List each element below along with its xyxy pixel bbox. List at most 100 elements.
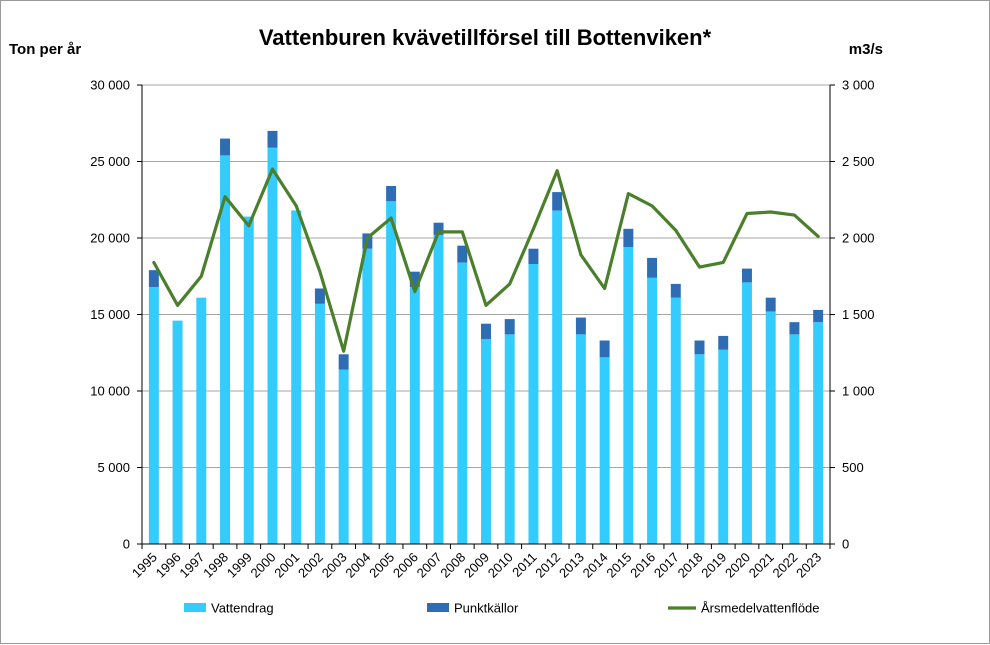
bar-vattendrag-2006 <box>410 287 420 544</box>
x-tick-label: 2017 <box>651 550 682 581</box>
bar-vattendrag-2011 <box>528 264 538 544</box>
x-tick-label: 2019 <box>698 550 729 581</box>
bar-punktk-llor-2011 <box>528 249 538 264</box>
x-tick-label: 2023 <box>793 550 824 581</box>
bar-punktk-llor-2009 <box>481 324 491 339</box>
left-tick-label: 25 000 <box>90 154 130 169</box>
x-tick-label: 2007 <box>414 550 445 581</box>
chart-title: Vattenburen kvävetillförsel till Bottenv… <box>259 25 712 50</box>
bar-vattendrag-2003 <box>339 370 349 544</box>
legend-label-0: Vattendrag <box>211 601 274 616</box>
bar-punktk-llor-2010 <box>505 319 515 334</box>
bar-punktk-llor-2008 <box>457 246 467 263</box>
bar-punktk-llor-2003 <box>339 354 349 369</box>
bar-punktk-llor-2016 <box>647 258 657 278</box>
bar-punktk-llor-2023 <box>813 310 823 322</box>
bar-vattendrag-1995 <box>149 287 159 544</box>
x-tick-label: 2001 <box>271 550 302 581</box>
x-tick-label: 2010 <box>485 550 516 581</box>
bar-punktk-llor-2018 <box>695 341 705 355</box>
legend-label-1: Punktkällor <box>454 601 519 616</box>
bar-vattendrag-2023 <box>813 322 823 544</box>
right-tick-label: 2 500 <box>842 154 875 169</box>
bar-vattendrag-2016 <box>647 278 657 544</box>
bar-punktk-llor-2002 <box>315 288 325 303</box>
x-tick-label: 1995 <box>129 550 160 581</box>
x-tick-label: 2003 <box>319 550 350 581</box>
legend-label-2: Årsmedelvattenflöde <box>701 601 820 616</box>
left-tick-label: 10 000 <box>90 384 130 399</box>
bar-vattendrag-2015 <box>623 247 633 544</box>
right-tick-label: 1 500 <box>842 307 875 322</box>
bar-vattendrag-2002 <box>315 304 325 544</box>
x-tick-label: 2008 <box>437 550 468 581</box>
left-tick-label: 30 000 <box>90 78 130 93</box>
bar-vattendrag-2009 <box>481 339 491 544</box>
left-tick-label: 0 <box>123 537 130 552</box>
x-tick-label: 2006 <box>390 550 421 581</box>
bar-vattendrag-1996 <box>173 321 183 544</box>
right-tick-label: 1 000 <box>842 384 875 399</box>
x-tick-label: 1998 <box>200 550 231 581</box>
bar-punktk-llor-2017 <box>671 284 681 298</box>
bar-punktk-llor-2021 <box>766 298 776 312</box>
bar-punktk-llor-2019 <box>718 336 728 350</box>
bar-vattendrag-2001 <box>291 210 301 544</box>
bar-punktk-llor-2022 <box>789 322 799 334</box>
bar-vattendrag-2005 <box>386 201 396 544</box>
left-tick-label: 5 000 <box>97 460 130 475</box>
x-tick-label: 1997 <box>176 550 207 581</box>
bar-punktk-llor-1995 <box>149 270 159 287</box>
bar-vattendrag-1999 <box>244 217 254 544</box>
bar-punktk-llor-2015 <box>623 229 633 247</box>
bar-vattendrag-1997 <box>196 298 206 544</box>
x-tick-label: 2016 <box>627 550 658 581</box>
left-tick-label: 20 000 <box>90 231 130 246</box>
bar-vattendrag-2010 <box>505 334 515 544</box>
x-tick-label: 2012 <box>532 550 563 581</box>
bar-punktk-llor-2012 <box>552 192 562 210</box>
bar-vattendrag-2004 <box>362 249 372 544</box>
right-tick-label: 0 <box>842 537 849 552</box>
bar-vattendrag-2021 <box>766 311 776 544</box>
x-tick-label: 2011 <box>509 550 539 580</box>
x-tick-label: 2022 <box>769 550 800 581</box>
right-axis-unit: m3/s <box>849 41 883 58</box>
bar-vattendrag-2013 <box>576 334 586 544</box>
x-tick-label: 2000 <box>248 550 279 581</box>
bar-vattendrag-2019 <box>718 350 728 544</box>
bar-vattendrag-2014 <box>600 357 610 544</box>
bar-vattendrag-2022 <box>789 334 799 544</box>
x-tick-label: 1999 <box>224 550 255 581</box>
legend-swatch-0 <box>184 603 206 612</box>
bar-punktk-llor-1998 <box>220 139 230 156</box>
x-tick-label: 2009 <box>461 550 492 581</box>
x-tick-label: 2018 <box>675 550 706 581</box>
x-tick-label: 2020 <box>722 550 753 581</box>
legend: Vattendrag Punktkällor Årsmedelvattenflöde <box>184 601 820 616</box>
left-axis-unit: Ton per år <box>9 41 81 58</box>
x-tick-label: 2002 <box>295 550 326 581</box>
bar-punktk-llor-2014 <box>600 341 610 358</box>
bar-vattendrag-2017 <box>671 298 681 544</box>
x-tick-label: 2021 <box>746 550 777 581</box>
bar-vattendrag-2020 <box>742 282 752 544</box>
x-tick-label: 2005 <box>366 550 397 581</box>
x-tick-label: 2015 <box>603 550 634 581</box>
bar-punktk-llor-2020 <box>742 269 752 283</box>
bar-vattendrag-2000 <box>268 148 278 544</box>
bar-punktk-llor-2005 <box>386 186 396 201</box>
bar-vattendrag-2012 <box>552 210 562 544</box>
bar-vattendrag-2007 <box>434 235 444 544</box>
x-tick-label: 2014 <box>580 550 611 581</box>
legend-swatch-1 <box>427 603 449 612</box>
bar-vattendrag-2018 <box>695 354 705 544</box>
bar-punktk-llor-2013 <box>576 318 586 335</box>
x-tick-label: 2004 <box>342 550 373 581</box>
x-tick-label: 1996 <box>153 550 184 581</box>
x-tick-label: 2013 <box>556 550 587 581</box>
right-tick-label: 2 000 <box>842 231 875 246</box>
